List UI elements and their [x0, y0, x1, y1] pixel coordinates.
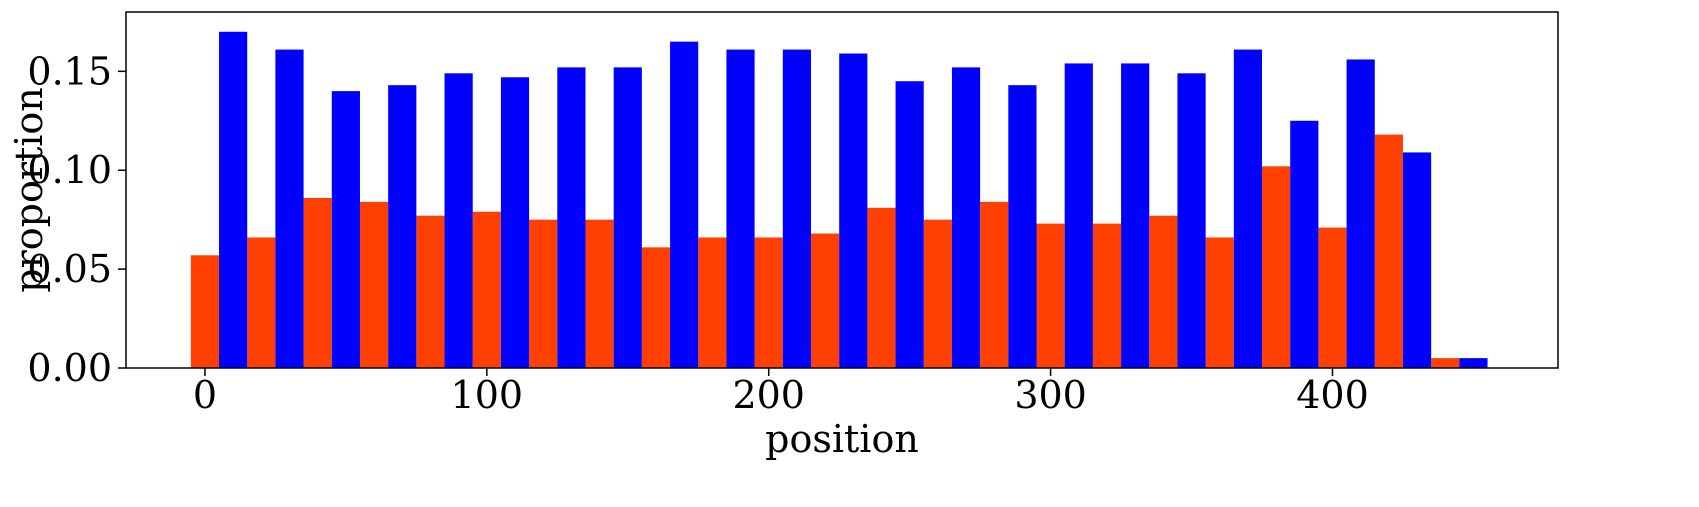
bar-series2-2 — [331, 91, 360, 368]
bar-series1-22 — [1431, 358, 1460, 368]
bar-series2-11 — [839, 53, 868, 369]
bar-series2-1 — [275, 49, 304, 368]
bar-series1-8 — [641, 247, 671, 368]
x-tick-label: 0 — [193, 373, 217, 417]
bar-series1-5 — [472, 211, 501, 368]
plot-frame — [125, 11, 1559, 369]
bar-series1-6 — [529, 219, 558, 368]
bar-series2-8 — [670, 41, 699, 369]
bar-series2-5 — [500, 77, 530, 369]
y-tick-label: 0.05 — [27, 247, 112, 291]
y-axis-ticks: 0.00 0.05 0.10 0.15 — [27, 49, 126, 390]
bar-series1-20 — [1318, 227, 1347, 368]
bar-series1-15 — [1036, 223, 1065, 368]
bar-series2-19 — [1290, 120, 1319, 369]
bar-series2-6 — [557, 67, 586, 368]
bar-series1-4 — [416, 215, 445, 368]
bar-series1-16 — [1092, 223, 1122, 368]
bar-series1-1 — [247, 237, 276, 368]
bar-series2-0 — [219, 31, 248, 369]
bar-series2-20 — [1346, 59, 1375, 368]
y-tick-label: 0.15 — [27, 49, 112, 93]
bar-series2-9 — [726, 49, 755, 368]
bar-series2-3 — [388, 85, 417, 368]
bar-series1-11 — [810, 233, 840, 368]
bar-series1-17 — [1149, 215, 1178, 368]
bar-series1-14 — [980, 201, 1009, 368]
bar-series2-21 — [1402, 152, 1432, 368]
x-tick-label: 200 — [732, 373, 805, 417]
bar-series2-17 — [1177, 73, 1206, 369]
bar-series2-22 — [1459, 358, 1488, 368]
bar-series1-10 — [754, 237, 783, 368]
bar-series1-0 — [190, 255, 220, 368]
bar-series1-3 — [359, 201, 389, 368]
bar-series1-19 — [1262, 166, 1291, 368]
bar-series1-12 — [867, 207, 896, 368]
bar-series2-10 — [782, 49, 811, 368]
x-axis-ticks: 0 100 200 300 400 — [193, 368, 1369, 417]
bar-series2-15 — [1064, 63, 1093, 369]
bar-series2-7 — [613, 67, 642, 368]
y-axis-label: proportion — [7, 87, 51, 293]
x-axis-label: position — [765, 417, 919, 461]
bar-series1-2 — [303, 197, 332, 368]
bar-series2-16 — [1121, 63, 1150, 369]
y-tick-label: 0.10 — [27, 148, 112, 192]
bars-group — [190, 31, 1488, 369]
bar-series1-13 — [923, 219, 952, 368]
x-tick-label: 400 — [1296, 373, 1369, 417]
bar-series2-4 — [444, 73, 473, 369]
bar-series2-14 — [1008, 85, 1037, 368]
bar-series2-12 — [895, 81, 924, 368]
bar-series1-21 — [1374, 134, 1403, 368]
bar-series2-13 — [951, 67, 981, 368]
bar-series2-18 — [1233, 49, 1263, 368]
x-tick-label: 100 — [451, 373, 524, 417]
bar-series1-9 — [698, 237, 727, 368]
y-tick-label: 0.00 — [27, 346, 112, 390]
bar-series1-7 — [585, 219, 614, 368]
bar-series1-18 — [1205, 237, 1234, 368]
x-tick-label: 300 — [1014, 373, 1087, 417]
